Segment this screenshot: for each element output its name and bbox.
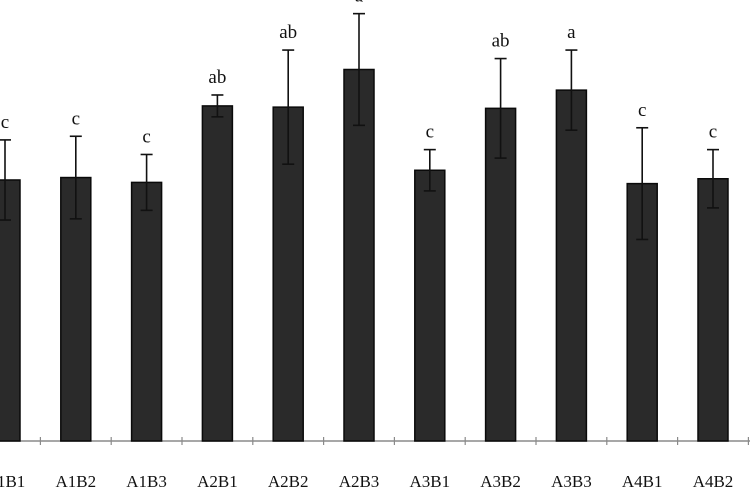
- bar-A3B1: [414, 169, 446, 442]
- x-tick-label-A3B2: A3B2: [480, 472, 521, 491]
- bar-A1B3: [130, 181, 163, 442]
- x-tick-labels: A1B1 A1B2 A1B3 A2B1 A2B2 A2B3 A3B1 A3B2 A3B3 A4B1…: [0, 472, 734, 491]
- x-tick-label-A1B2: A1B2: [55, 472, 96, 491]
- significance-label-A2B2: ab: [279, 22, 297, 43]
- x-tick-label-A3B1: A3B1: [409, 472, 450, 491]
- significance-label-A3B3: a: [567, 22, 576, 43]
- error-bars: [0, 12, 719, 241]
- significance-label-A1B3: c: [142, 126, 150, 147]
- bar-A4B2: [697, 178, 729, 442]
- significance-label-A4B2: c: [709, 122, 717, 143]
- significance-labels: cccababacabaccc: [1, 0, 717, 147]
- bar-A3B3: [555, 89, 588, 442]
- x-tick-label-A2B2: A2B2: [268, 472, 309, 491]
- x-tick-label-A2B3: A2B3: [339, 472, 380, 491]
- x-tick-label-A4B2: A4B2: [693, 472, 734, 491]
- significance-label-A3B1: c: [426, 122, 434, 143]
- bar-A2B1: [201, 105, 234, 442]
- bar-A1B2: [60, 176, 92, 442]
- x-tick-label-A3B3: A3B3: [551, 472, 592, 491]
- significance-label-A4B1: c: [638, 100, 646, 121]
- bars: [0, 68, 729, 442]
- significance-label-A3B2: ab: [492, 31, 510, 52]
- x-tick-label-A1B3: A1B3: [126, 472, 167, 491]
- x-tick-label-A1B1: A1B1: [0, 472, 25, 491]
- x-axis-ticks: [39, 437, 750, 445]
- significance-label-A2B1: ab: [208, 67, 226, 88]
- significance-label-A1B2: c: [72, 108, 80, 129]
- x-tick-label-A2B1: A2B1: [197, 472, 238, 491]
- significance-label-A2B3: a: [355, 0, 364, 7]
- significance-label-A1B1: c: [1, 112, 9, 133]
- x-tick-label-A4B1: A4B1: [622, 472, 663, 491]
- bar-A1B1: [0, 179, 21, 442]
